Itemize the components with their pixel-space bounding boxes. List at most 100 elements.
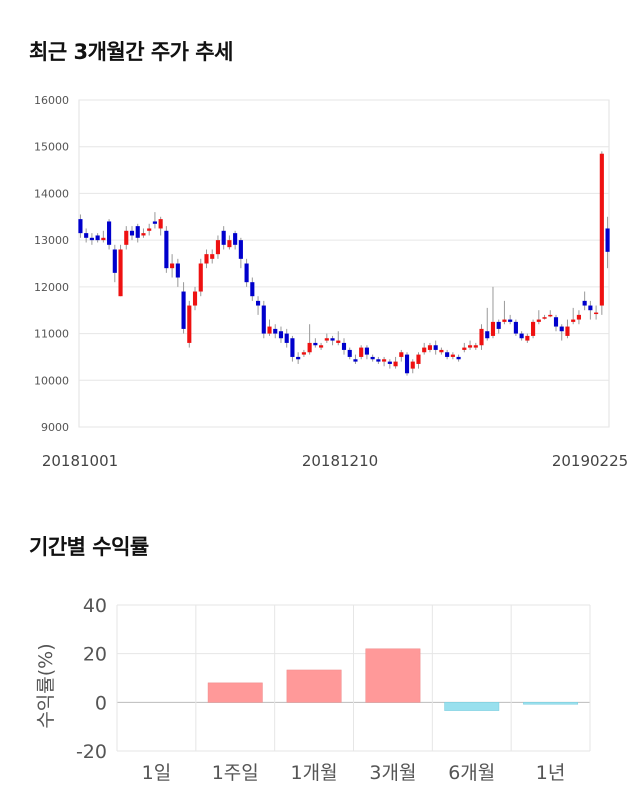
x-tick-label: 20190225 <box>552 452 628 470</box>
candle-down <box>238 240 243 259</box>
return-bar <box>523 702 579 705</box>
price-trend-chart: 16000 15000 14000 13000 12000 11000 10000 9000 2… <box>34 94 628 470</box>
x-tick-label: 1년 <box>536 762 566 784</box>
candle-down <box>404 354 410 374</box>
candle-down <box>78 219 83 234</box>
candle-up <box>399 352 404 357</box>
candle-up <box>422 347 427 353</box>
x-tick-label: 6개월 <box>448 762 495 784</box>
candle-up <box>382 359 387 362</box>
candle-up <box>118 249 123 297</box>
candle-up <box>301 352 306 355</box>
candle-down <box>559 326 564 332</box>
period-returns-chart: 40 20 0 -20 1일 1주일 1개월 3개월 6개월 1년 수익률(%) <box>35 595 591 784</box>
candle-down <box>152 221 157 224</box>
return-bar <box>365 648 421 703</box>
candle-down <box>313 342 318 346</box>
candle-down <box>273 328 278 334</box>
y-tick-label: 0 <box>95 692 107 714</box>
candle-down <box>364 347 369 355</box>
candle-up <box>158 219 163 229</box>
y-tick-label: 9000 <box>41 421 69 434</box>
candle-up <box>467 345 473 348</box>
candle-down <box>296 356 301 360</box>
y-tick-label: 15000 <box>34 141 69 154</box>
candle-up <box>187 305 192 343</box>
candle-up <box>192 291 198 306</box>
candle-down <box>456 356 461 360</box>
candle-up <box>525 335 530 341</box>
candle-up <box>490 321 496 336</box>
candle-down <box>95 235 100 241</box>
candle-up <box>599 153 604 306</box>
x-tick-label: 1개월 <box>291 762 338 784</box>
y-tick-label: 10000 <box>34 374 69 387</box>
candle-up <box>359 347 364 357</box>
candle-down <box>485 331 490 339</box>
candle-up <box>542 317 547 319</box>
candle-down <box>233 233 238 245</box>
candle-up <box>210 254 215 259</box>
returns-chart-title: 기간별 수익률 <box>29 535 149 559</box>
candle-down <box>330 338 335 341</box>
candle-down <box>370 356 375 360</box>
y-tick-label: 16000 <box>34 94 69 107</box>
x-tick-label: 3개월 <box>369 762 416 784</box>
candle-down <box>112 249 117 273</box>
candle-up <box>204 254 209 264</box>
candle-down <box>175 263 180 278</box>
candle-up <box>502 319 507 322</box>
candle-down <box>244 263 249 283</box>
x-tick-label: 20181210 <box>302 452 378 470</box>
candle-up <box>124 230 129 245</box>
candle-up <box>473 345 478 348</box>
candle-up <box>141 233 146 236</box>
candle-down <box>353 359 358 362</box>
candle-up <box>576 314 581 320</box>
candle-up <box>101 237 106 241</box>
y-axis-label: 수익률(%) <box>35 643 57 728</box>
y-tick-label: 40 <box>83 595 107 617</box>
candle-down <box>496 321 501 329</box>
candle-down <box>376 359 381 362</box>
price-chart-title: 최근 3개월간 주가 추세 <box>29 40 233 64</box>
candle-up <box>227 240 232 248</box>
plot-area <box>78 99 610 428</box>
x-tick-label: 1일 <box>142 762 172 784</box>
candle-down <box>445 352 450 357</box>
candle-up <box>571 319 576 322</box>
candle-down <box>84 233 89 238</box>
y-tick-label: 14000 <box>34 187 69 200</box>
candle-up <box>170 263 175 269</box>
candle-down <box>181 291 186 329</box>
candle-up <box>427 345 433 350</box>
candle-down <box>508 319 513 322</box>
candle-up <box>416 354 421 364</box>
return-bar <box>444 702 500 711</box>
candle-down <box>221 230 226 245</box>
candle-down <box>255 300 261 306</box>
candle-down <box>164 230 169 269</box>
candle-up <box>336 340 341 343</box>
candle-up <box>215 240 221 255</box>
y-tick-label: 20 <box>83 644 107 666</box>
candle-down <box>553 317 559 327</box>
candle-down <box>135 226 140 238</box>
candle-down <box>387 361 392 364</box>
candle-up <box>531 321 536 336</box>
candle-down <box>582 300 587 306</box>
candle-up <box>479 328 484 346</box>
candle-down <box>605 228 610 252</box>
candle-up <box>450 354 455 357</box>
candle-up <box>462 347 467 350</box>
candle-up <box>324 338 329 341</box>
candle-down <box>261 305 266 334</box>
y-tick-label: 11000 <box>34 328 69 341</box>
x-tick-label: 1주일 <box>212 762 259 784</box>
candle-down <box>519 333 524 339</box>
candle-down <box>588 305 593 311</box>
candle-up <box>147 228 152 231</box>
candle-down <box>513 321 518 334</box>
candle-up <box>565 326 570 336</box>
y-tick-label: 12000 <box>34 281 69 294</box>
